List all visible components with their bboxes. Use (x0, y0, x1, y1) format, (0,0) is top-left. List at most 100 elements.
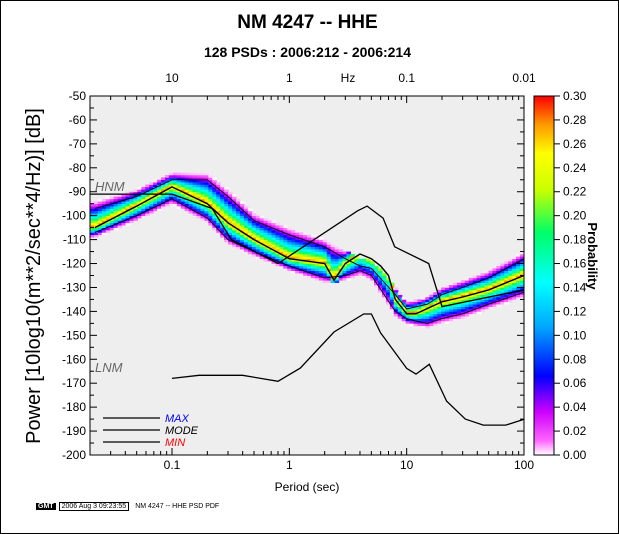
pdf-cell (271, 230, 277, 233)
pdf-cell (200, 194, 206, 197)
pdf-cell (168, 189, 174, 193)
pdf-cell (433, 304, 438, 307)
pdf-cell (212, 189, 217, 193)
pdf-cell (449, 316, 454, 319)
pdf-cell (295, 268, 300, 272)
pdf-cell (342, 261, 348, 264)
pdf-cell (508, 294, 513, 298)
pdf-cell (441, 304, 446, 307)
pdf-cell (326, 261, 332, 264)
pdf-cell (421, 313, 426, 317)
pdf-cell (200, 182, 206, 185)
pdf-cell (456, 304, 462, 307)
pdf-cell (208, 222, 213, 226)
pdf-cell (385, 277, 391, 281)
pdf-cell (488, 292, 494, 295)
pdf-cell (354, 273, 359, 276)
pdf-cell (303, 253, 308, 257)
pdf-cell (149, 191, 154, 195)
pdf-cell (283, 253, 288, 257)
pdf-cell (452, 287, 458, 291)
pdf-cell (239, 237, 245, 240)
pdf-cell (378, 280, 383, 283)
pdf-cell (472, 289, 478, 293)
pdf-cell (303, 237, 308, 240)
pdf-cell (322, 265, 328, 269)
pdf-cell (449, 304, 454, 307)
pdf-cell (401, 299, 407, 303)
pdf-cell (239, 206, 245, 209)
pdf-cell (318, 237, 324, 240)
pdf-cell (374, 285, 379, 288)
pdf-cell (314, 239, 320, 243)
pdf-cell (216, 194, 221, 197)
pdf-cell (508, 282, 513, 286)
pdf-cell (425, 318, 430, 322)
pdf-cell (283, 261, 288, 264)
pdf-cell (516, 285, 521, 288)
pdf-cell (168, 191, 174, 195)
pdf-cell (216, 184, 221, 188)
pdf-cell (307, 263, 312, 267)
pdf-cell (141, 194, 146, 197)
pdf-cell (188, 172, 194, 176)
pdf-cell (224, 234, 229, 238)
pdf-cell (149, 189, 154, 193)
colorbar-tick-label: 0.30 (563, 89, 587, 103)
noise-model-layer (90, 193, 524, 426)
pdf-cell (208, 191, 213, 195)
pdf-cell (172, 196, 178, 200)
y-tick-label: -100 (62, 209, 86, 223)
pdf-cell (291, 230, 296, 233)
pdf-cell (322, 275, 328, 279)
pdf-cell (283, 230, 288, 233)
pdf-cell (157, 182, 162, 185)
pdf-cell (212, 182, 217, 185)
pdf-cell (105, 201, 111, 204)
pdf-cell (172, 172, 178, 176)
pdf-cell (271, 253, 277, 257)
pdf-cell (247, 249, 253, 252)
pdf-cell (437, 299, 442, 303)
pdf-cell (310, 265, 316, 269)
pdf-cell (287, 263, 292, 267)
pdf-cell (334, 256, 340, 260)
pdf-cell (488, 285, 494, 288)
pdf-cell (157, 194, 162, 197)
pdf-cell (283, 241, 288, 245)
pdf-cell (291, 244, 296, 248)
pdf-cell (243, 230, 249, 233)
pdf-cell (216, 215, 221, 219)
pdf-cell (460, 280, 466, 283)
pdf-cell (445, 287, 450, 291)
pdf-cell (346, 251, 351, 255)
pdf-cell (287, 256, 292, 260)
pdf-cell (113, 196, 119, 200)
pdf-cell (342, 258, 348, 262)
pdf-cell (417, 323, 423, 327)
pdf-cell (232, 208, 237, 212)
pdf-cell (271, 246, 277, 250)
pdf-cell (433, 309, 438, 312)
pdf-cell (330, 258, 336, 262)
pdf-cell (117, 215, 123, 219)
pdf-cell (228, 191, 233, 195)
pdf-cell (520, 251, 524, 255)
pdf-cell (97, 213, 103, 216)
pdf-cell (212, 220, 217, 224)
pdf-cell (192, 208, 198, 212)
pdf-cell (247, 237, 253, 240)
pdf-cell (109, 213, 115, 216)
pdf-cell (452, 306, 458, 310)
pdf-cell (452, 304, 458, 307)
pdf-cell (176, 198, 182, 202)
pdf-cell (492, 289, 497, 293)
pdf-cell (425, 304, 430, 307)
pdf-cell (259, 215, 265, 219)
pdf-cell (456, 299, 462, 303)
pdf-cell (492, 282, 497, 286)
colorbar-tick-label: 0.06 (563, 376, 587, 390)
colorbar-tick-label: 0.20 (563, 209, 587, 223)
pdf-cell (133, 191, 138, 195)
pdf-cell (405, 309, 411, 312)
